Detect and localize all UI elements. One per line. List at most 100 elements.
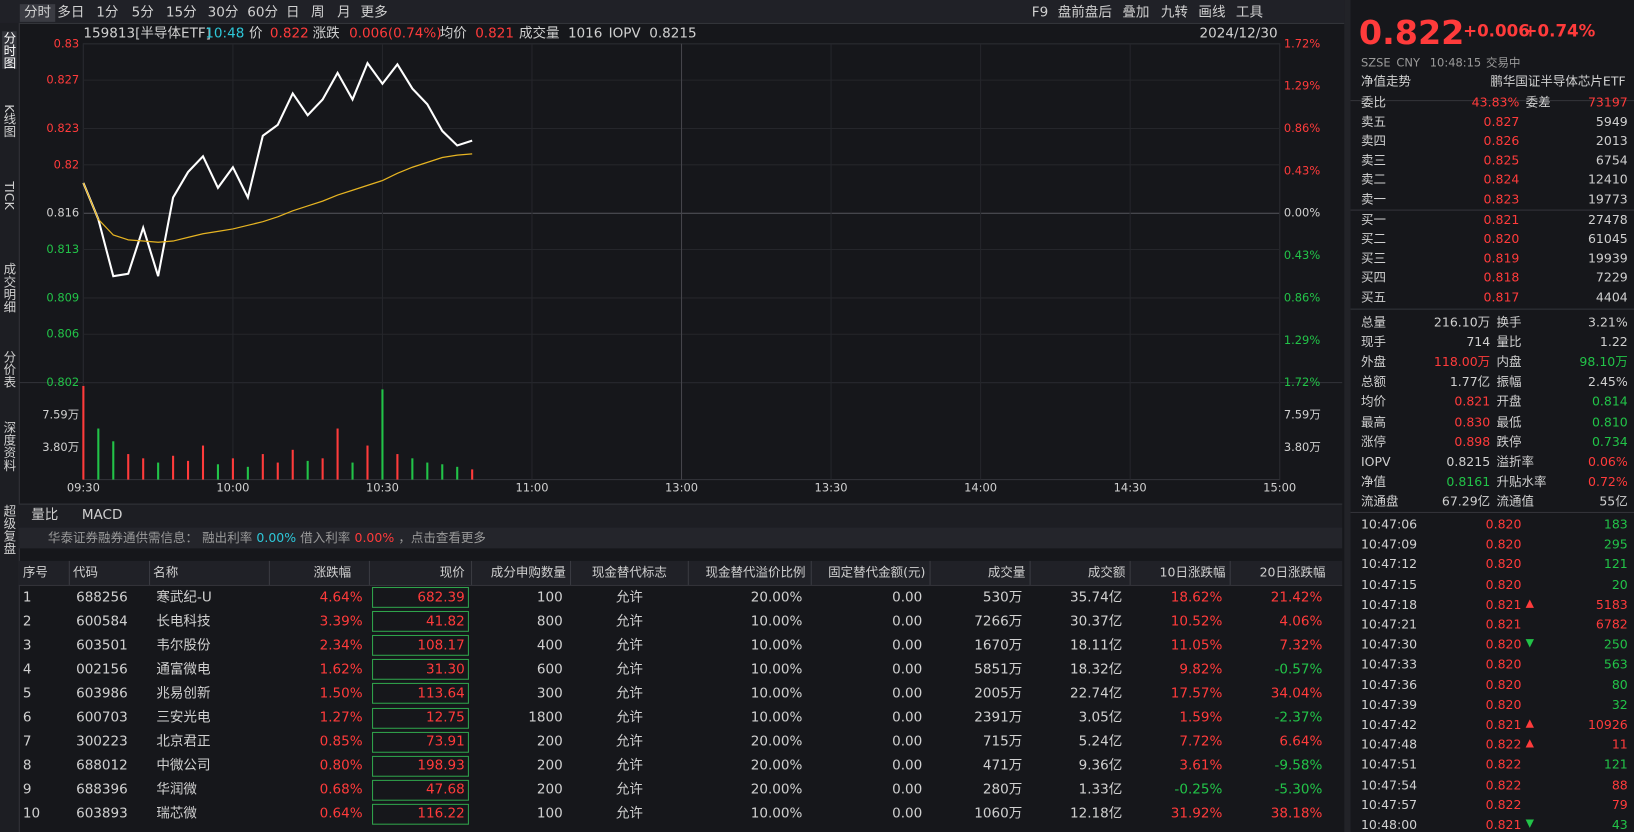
book-price: 0.823 [1483, 191, 1520, 207]
tab[interactable]: 周 [311, 4, 325, 21]
column-header[interactable]: 20日涨跌幅 [1259, 565, 1326, 580]
book-price: 0.824 [1483, 172, 1520, 187]
tab[interactable]: 多日 [57, 4, 85, 21]
volume-bar [276, 462, 279, 480]
table-cell: 471万 [982, 758, 1023, 774]
column-header[interactable]: 代码 [72, 565, 98, 580]
side-tab[interactable]: 深度资料 [2, 421, 17, 472]
table-cell: 100 [536, 589, 563, 606]
volume-bar [216, 464, 219, 480]
side-tab[interactable]: 分时图 [2, 31, 17, 69]
table-cell: -0.57% [1274, 661, 1323, 678]
column-header[interactable]: 涨跌幅 [313, 565, 352, 580]
trade-volume: 88 [1611, 777, 1628, 792]
stat-value: 0.06% [1588, 454, 1628, 469]
table-cell: 6 [22, 710, 32, 726]
volume-bar [291, 449, 294, 480]
table-cell: 108.17 [417, 637, 465, 654]
column-header[interactable]: 成分申购数量 [490, 565, 566, 580]
table-cell: 允许 [615, 782, 643, 798]
price-line [82, 153, 473, 243]
y-tick-label: 0.827 [46, 73, 79, 87]
table-cell: 0.64% [319, 806, 363, 822]
stat-label: 溢折率 [1496, 454, 1534, 469]
book-level: 卖四 [1360, 133, 1386, 149]
trade-volume: 20 [1611, 577, 1628, 592]
column-header[interactable]: 成交量 [987, 565, 1026, 580]
table-cell: 603501 [76, 637, 128, 654]
book-volume: 2013 [1595, 133, 1628, 149]
table-cell: 4.06% [1279, 613, 1323, 630]
table-cell: 7 [22, 734, 32, 750]
tab[interactable]: 1分 [96, 4, 119, 21]
tool-button[interactable]: 九转 [1160, 4, 1188, 21]
column-divider [570, 560, 572, 585]
table-cell: 瑞芯微 [156, 806, 197, 822]
table-cell: 18.32亿 [1069, 661, 1123, 678]
side-tab[interactable]: 超级复盘 [2, 504, 17, 555]
table-cell: 10.00% [750, 661, 803, 678]
column-header[interactable]: 固定替代金额(元) [828, 565, 926, 580]
divider [1350, 308, 1634, 310]
tool-button[interactable]: 工具 [1235, 4, 1264, 21]
side-tab[interactable]: TICK [2, 181, 17, 210]
trade-price: 0.821 [1485, 617, 1522, 632]
indicator-tab[interactable]: 量比 [31, 507, 59, 523]
table-cell: 200 [536, 734, 563, 750]
table-cell: 允许 [615, 661, 643, 678]
column-header[interactable]: 名称 [153, 565, 179, 580]
side-tab[interactable]: 分价表 [2, 350, 17, 388]
x-tick-label: 11:00 [515, 480, 548, 494]
ratio: 43.83% [1471, 94, 1520, 110]
price-cell-frame [372, 635, 469, 656]
header-iopv-label: IOPV [608, 25, 641, 42]
column-header[interactable]: 现价 [439, 565, 465, 580]
stat-label: 总额 [1360, 374, 1386, 390]
intraday-chart: 0.83 0.827 0.823 0.82 0.816 0.813 0.809 0.806 0.… [18, 36, 1343, 494]
table-cell: 35.74亿 [1069, 589, 1123, 606]
column-header[interactable]: 现金替代标志 [591, 565, 667, 580]
header-avg-label: 均价 [439, 25, 467, 42]
ratio-label: 委比 [1360, 94, 1386, 110]
tab[interactable]: 60分 [247, 4, 279, 21]
tab[interactable]: 分时 [19, 3, 56, 22]
column-header[interactable]: 现金替代溢价比例 [705, 565, 806, 580]
tool-button[interactable]: 叠加 [1122, 4, 1150, 21]
column-header[interactable]: 10日涨跌幅 [1159, 565, 1226, 580]
tool-button[interactable]: F9 [1031, 4, 1049, 21]
side-tab[interactable]: K线图 [2, 104, 17, 138]
y2-tick-label: 1.29% [1284, 333, 1320, 347]
notice-more[interactable]: ，点击查看更多 [398, 530, 486, 546]
tab[interactable]: 月 [337, 4, 351, 21]
side-tab[interactable]: 成交明细 [2, 262, 17, 313]
nav-link[interactable]: 净值走势 [1360, 74, 1412, 89]
stat-value: 0.8161 [1446, 474, 1491, 489]
table-cell: 2391万 [974, 710, 1023, 726]
book-price: 0.818 [1483, 270, 1520, 285]
stat-value: 0.821 [1454, 394, 1491, 410]
tab[interactable]: 30分 [207, 4, 239, 21]
tab[interactable]: 日 [286, 4, 300, 21]
table-cell: 600 [536, 661, 563, 678]
trade-price: 0.821 [1485, 597, 1522, 612]
tool-button[interactable]: 画线 [1198, 4, 1226, 21]
column-header[interactable]: 序号 [22, 565, 48, 580]
book-level: 卖五 [1360, 114, 1386, 130]
trade-time: 10:47:42 [1360, 717, 1418, 732]
price-cell-frame [372, 755, 469, 777]
tab[interactable]: 更多 [360, 4, 388, 21]
header-change-label: 涨跌 [312, 25, 340, 42]
column-divider [368, 560, 370, 585]
x-tick-label: 10:30 [366, 480, 399, 494]
price-cell-frame [372, 707, 469, 729]
table-cell: 1.33亿 [1078, 782, 1123, 798]
indicator-tab[interactable]: MACD [81, 507, 123, 523]
tab[interactable]: 5分 [131, 4, 154, 21]
stat-value: 0.810 [1591, 414, 1628, 430]
volume-bar [471, 469, 474, 480]
tool-button[interactable]: 盘前盘后 [1057, 4, 1112, 21]
book-level: 卖一 [1360, 191, 1386, 207]
table-cell: 22.74亿 [1069, 685, 1123, 702]
tab[interactable]: 15分 [165, 4, 197, 21]
column-header[interactable]: 成交额 [1087, 565, 1126, 580]
